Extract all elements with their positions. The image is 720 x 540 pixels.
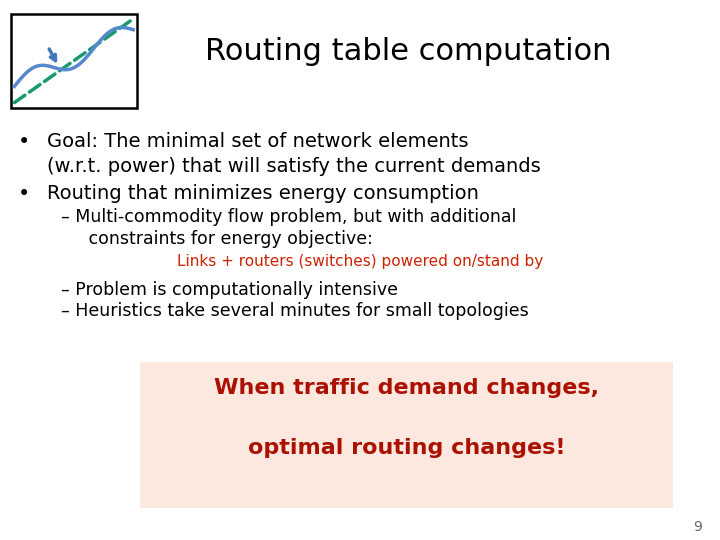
Text: Routing that minimizes energy consumption: Routing that minimizes energy consumptio…: [47, 184, 479, 202]
Text: optimal routing changes!: optimal routing changes!: [248, 437, 565, 457]
Text: When traffic demand changes,: When traffic demand changes,: [215, 378, 599, 398]
FancyBboxPatch shape: [140, 362, 673, 508]
FancyBboxPatch shape: [11, 14, 137, 108]
Text: – Heuristics take several minutes for small topologies: – Heuristics take several minutes for sm…: [61, 302, 529, 320]
Text: 9: 9: [693, 519, 702, 534]
Text: – Multi-commodity flow problem, but with additional: – Multi-commodity flow problem, but with…: [61, 208, 516, 226]
Text: Goal: The minimal set of network elements: Goal: The minimal set of network element…: [47, 132, 468, 151]
Text: Routing table computation: Routing table computation: [205, 37, 612, 66]
Text: Links + routers (switches) powered on/stand by: Links + routers (switches) powered on/st…: [177, 254, 543, 269]
Text: – Problem is computationally intensive: – Problem is computationally intensive: [61, 281, 398, 299]
Text: •: •: [18, 132, 30, 152]
Text: •: •: [18, 184, 30, 204]
Text: constraints for energy objective:: constraints for energy objective:: [72, 230, 373, 247]
Text: (w.r.t. power) that will satisfy the current demands: (w.r.t. power) that will satisfy the cur…: [47, 157, 541, 176]
